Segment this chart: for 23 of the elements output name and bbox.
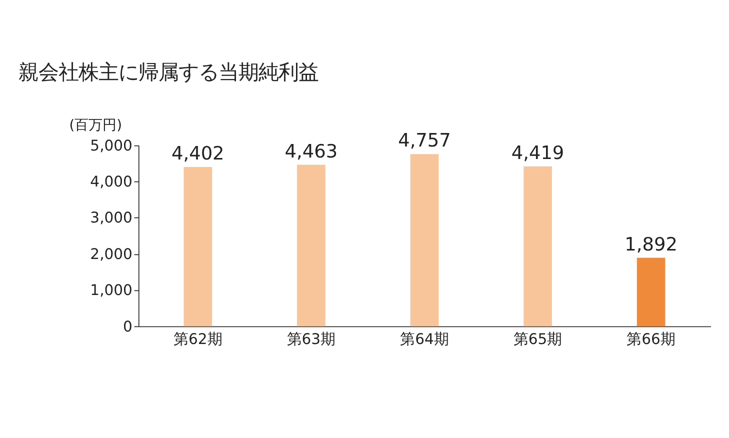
x-tick-label: 第66期 [626,331,676,348]
y-tick-label: 3,000 [90,210,132,227]
data-label: 1,892 [624,234,678,256]
y-tick-label: 4,000 [90,174,132,191]
x-tick-label: 第63期 [286,331,336,348]
chart-title: 親会社株主に帰属する当期純利益 [18,60,318,84]
bar [524,166,552,326]
y-tick-label: 1,000 [90,282,132,300]
y-axis-title: (百万円) [69,118,122,134]
y-tick-label: 5,000 [90,137,132,154]
data-label: 4,402 [172,144,224,165]
x-tick-label: 第65期 [513,331,562,348]
x-tick-label: 第62期 [174,331,222,348]
y-tick-label: 0 [123,318,132,336]
bar [297,164,326,326]
bar [636,258,666,326]
bar [410,154,439,326]
data-label: 4,419 [511,142,564,164]
data-label: 4,463 [284,141,338,162]
y-tick-label: 2,000 [90,246,132,263]
x-tick-label: 第64期 [400,331,449,348]
data-label: 4,757 [398,130,451,152]
bar [184,166,212,326]
